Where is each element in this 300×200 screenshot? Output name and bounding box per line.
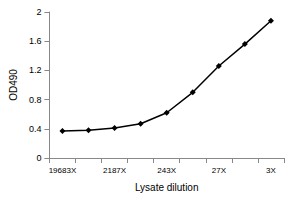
svg-text:243X: 243X bbox=[157, 166, 176, 175]
svg-text:27X: 27X bbox=[212, 166, 227, 175]
svg-text:3X: 3X bbox=[266, 166, 276, 175]
svg-text:0.4: 0.4 bbox=[29, 124, 42, 134]
svg-text:2187X: 2187X bbox=[103, 166, 127, 175]
svg-text:Lysate dilution: Lysate dilution bbox=[135, 182, 199, 193]
svg-text:19683X: 19683X bbox=[49, 166, 77, 175]
svg-text:0.8: 0.8 bbox=[29, 95, 42, 105]
svg-text:2: 2 bbox=[36, 7, 41, 17]
svg-text:1.2: 1.2 bbox=[29, 65, 42, 75]
svg-text:1.6: 1.6 bbox=[29, 36, 42, 46]
svg-text:0: 0 bbox=[36, 153, 41, 163]
svg-text:OD490: OD490 bbox=[8, 69, 19, 101]
